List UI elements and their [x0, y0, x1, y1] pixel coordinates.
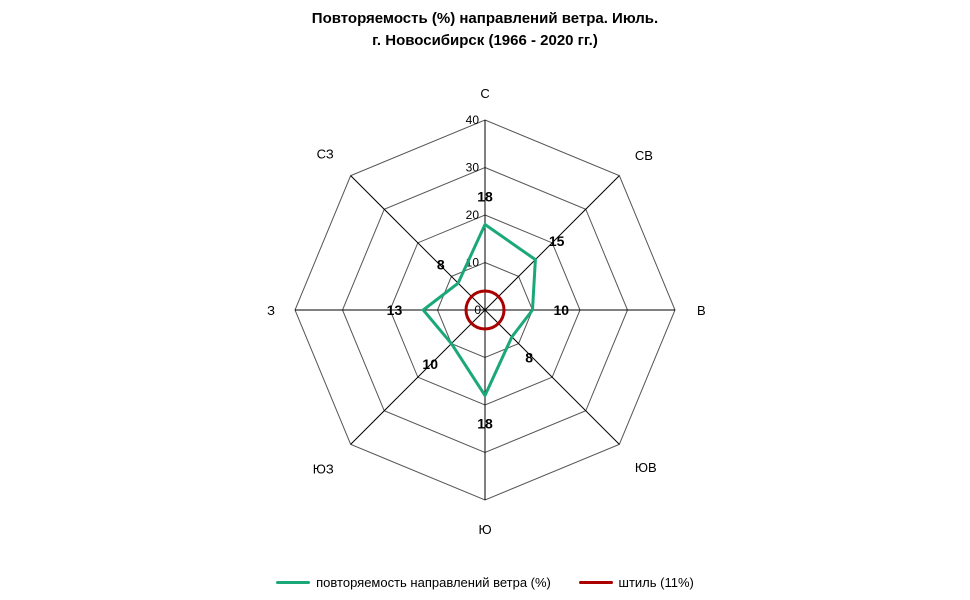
svg-text:В: В [697, 303, 706, 318]
legend: повторяемость направлений ветра (%) штил… [0, 572, 970, 590]
svg-text:СВ: СВ [635, 148, 653, 163]
svg-text:СЗ: СЗ [317, 147, 334, 162]
svg-text:Ю: Ю [478, 522, 491, 537]
svg-text:13: 13 [387, 302, 403, 318]
svg-text:ЮЗ: ЮЗ [313, 461, 334, 476]
legend-label-calm: штиль (11%) [619, 575, 694, 590]
legend-label-wind: повторяемость направлений ветра (%) [316, 575, 551, 590]
svg-text:С: С [480, 86, 489, 101]
svg-text:10: 10 [422, 356, 438, 372]
svg-text:30: 30 [466, 161, 480, 175]
legend-swatch-calm [579, 581, 613, 584]
svg-text:20: 20 [466, 208, 480, 222]
svg-text:18: 18 [477, 189, 493, 205]
legend-item-wind: повторяемость направлений ветра (%) [276, 575, 551, 590]
svg-text:40: 40 [466, 113, 480, 127]
svg-text:18: 18 [477, 416, 493, 432]
legend-item-calm: штиль (11%) [579, 575, 694, 590]
svg-text:0: 0 [474, 303, 481, 317]
legend-swatch-wind [276, 581, 310, 584]
chart-title-2: г. Новосибирск (1966 - 2020 гг.) [0, 32, 970, 49]
svg-text:10: 10 [554, 302, 570, 318]
svg-text:15: 15 [549, 233, 565, 249]
svg-text:ЮВ: ЮВ [635, 460, 657, 475]
svg-text:8: 8 [437, 257, 445, 273]
svg-text:З: З [267, 303, 275, 318]
svg-text:8: 8 [525, 349, 533, 365]
radar-chart: 102030400ССВВЮВЮЮЗЗСЗ18151081810138 [0, 60, 970, 540]
chart-title-1: Повторяемость (%) направлений ветра. Июл… [0, 10, 970, 27]
